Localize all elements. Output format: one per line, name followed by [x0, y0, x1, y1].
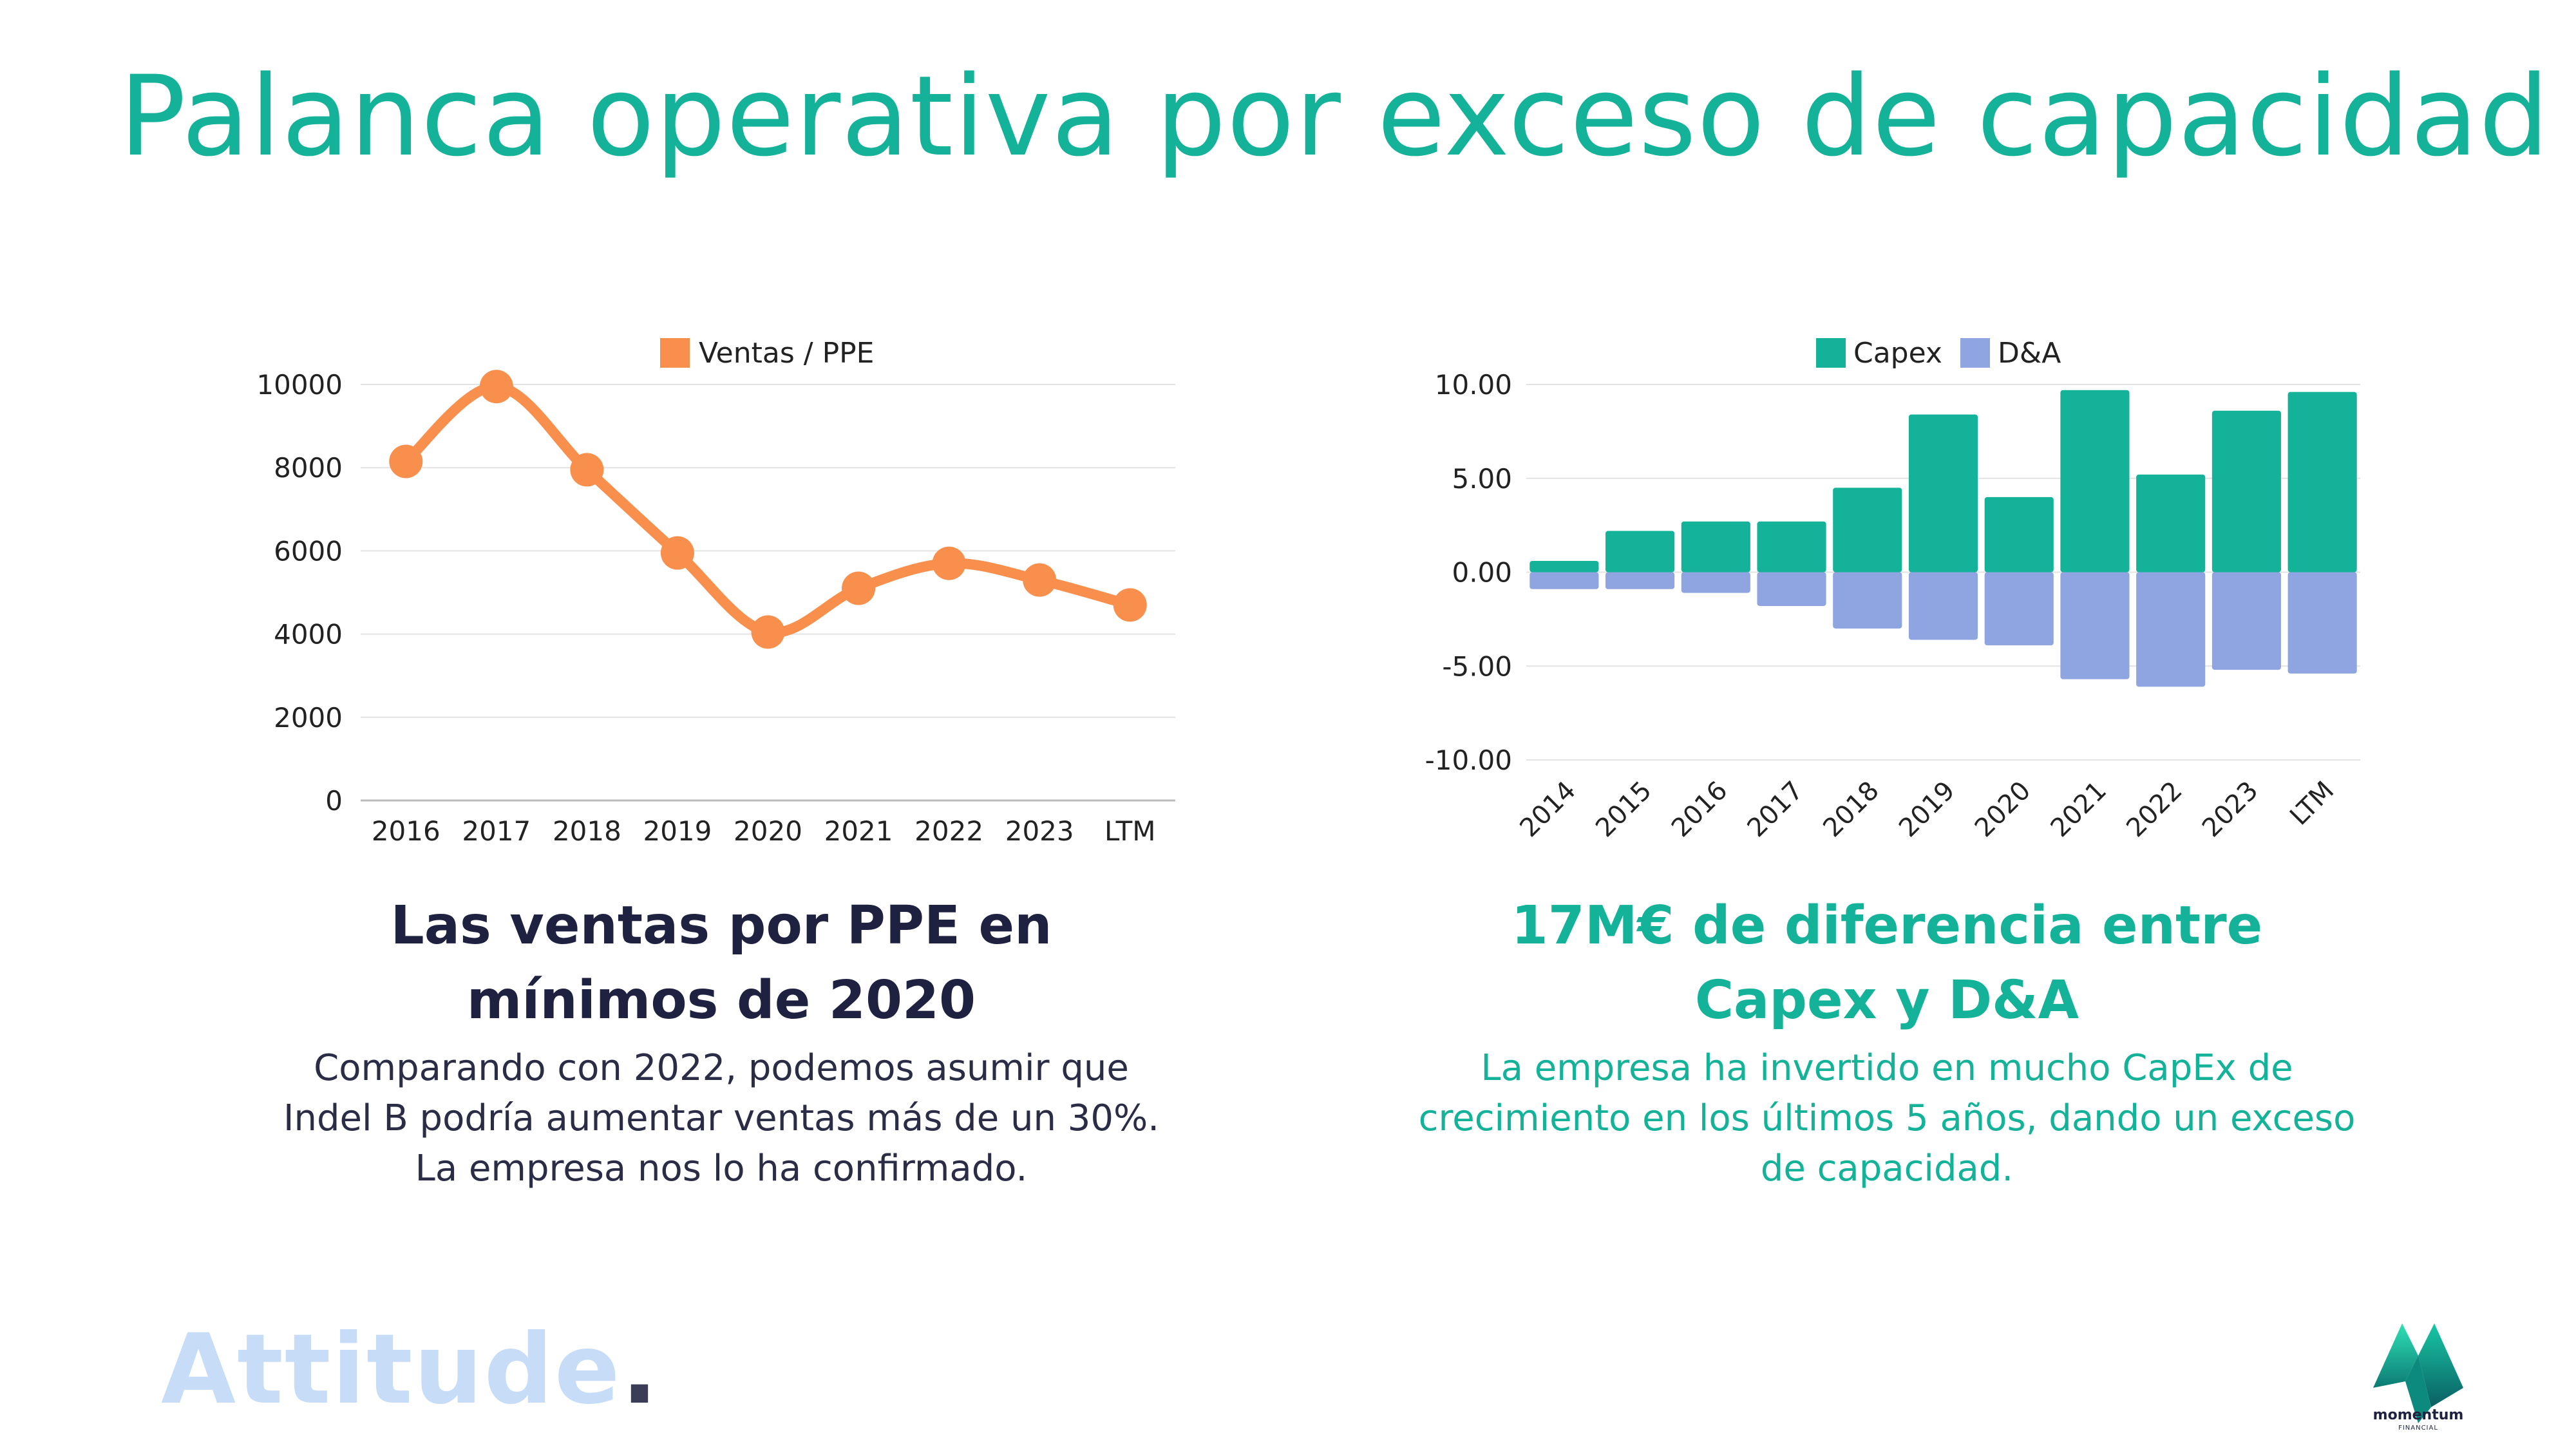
data-point [479, 370, 513, 404]
x-tick-label: 2022 [2121, 776, 2188, 844]
x-tick-label: 2020 [734, 815, 802, 847]
bar-capex [1530, 561, 1599, 573]
x-tick-label: 2020 [1969, 776, 2037, 844]
capex-da-bar-chart: -10.00 -5.00 0.00 5.00 10.00 2014 2015 2016 2017… [1425, 337, 2360, 844]
x-tick-label: 2016 [372, 815, 440, 847]
y-tick-label: -5.00 [1442, 650, 1512, 682]
x-tick-label: 2021 [824, 815, 893, 847]
y-tick-label: 8000 [274, 452, 343, 484]
legend-swatch-ventas-ppe [660, 338, 690, 368]
data-point [1113, 588, 1147, 622]
bar-da [1908, 572, 1978, 640]
y-tick-label: 10000 [256, 369, 343, 401]
y-tick-label: 4000 [274, 619, 343, 650]
right-heading: 17M€ de diferencia entre Capex y D&A [1511, 895, 2263, 1031]
y-tick-label: 2000 [274, 702, 343, 734]
data-point [660, 536, 694, 570]
y-tick-label: 0 [325, 785, 343, 817]
bar-da [2287, 572, 2357, 674]
bar-capex [1681, 521, 1750, 573]
left-heading: Las ventas por PPE en mínimos de 2020 [390, 895, 1052, 1031]
y-tick-label: -10.00 [1425, 744, 1512, 776]
data-point [842, 571, 876, 605]
x-tick-label: 2018 [1817, 776, 1885, 844]
x-tick-label: LTM [1104, 815, 1156, 847]
x-tick-label: 2021 [2045, 776, 2113, 844]
data-point [751, 615, 785, 649]
x-tick-label: 2023 [2197, 776, 2264, 844]
momentum-m-icon [2373, 1323, 2463, 1423]
bar-capex [2136, 474, 2206, 573]
legend-swatch-capex [1816, 338, 1846, 368]
attitude-logo: Attitude. [161, 1314, 659, 1426]
y-tick-label: 0.00 [1452, 557, 1512, 589]
bar-capex [1908, 414, 1978, 573]
legend-swatch-da [1960, 338, 1990, 368]
x-tick-label: 2014 [1514, 776, 1582, 844]
bar-capex [1605, 531, 1675, 573]
sales-ppe-line-chart: 0 2000 4000 6000 8000 10000 2016 2017 2018 2019 20… [256, 337, 1175, 847]
bar-capex [2060, 390, 2130, 573]
left-body: Comparando con 2022, podemos asumir que … [283, 1047, 1160, 1189]
bar-da [1833, 572, 1902, 629]
data-point [1023, 563, 1057, 597]
attitude-dot: . [621, 1314, 659, 1426]
x-tick-label: 2019 [643, 815, 712, 847]
y-tick-label: 6000 [274, 535, 343, 567]
bar-da [1530, 572, 1599, 589]
momentum-logo-text: momentum [2372, 1407, 2464, 1423]
page-title: Palanca operativa por exceso de capacida… [119, 52, 2550, 181]
bar-da [2136, 572, 2206, 687]
bar-da [2211, 572, 2281, 670]
right-body: La empresa ha invertido en mucho CapEx d… [1418, 1047, 2356, 1189]
data-point [932, 546, 966, 580]
x-tick-label: 2016 [1666, 776, 1734, 844]
bar-capex [1757, 521, 1826, 573]
x-tick-label: 2017 [1742, 776, 1810, 844]
bar-capex [2211, 410, 2281, 573]
series-line-ventas-ppe [401, 381, 1135, 638]
x-tick-label: 2018 [553, 815, 621, 847]
x-tick-label: 2022 [914, 815, 983, 847]
x-tick-label: 2023 [1005, 815, 1074, 847]
bar-capex [1833, 488, 1902, 573]
y-tick-label: 10.00 [1435, 369, 1512, 401]
bar-da [1681, 572, 1750, 593]
x-tick-label: 2015 [1590, 776, 1658, 844]
bar-capex [1984, 497, 2054, 573]
legend-label-capex: Capex [1853, 337, 1942, 370]
x-tick-label: 2017 [462, 815, 531, 847]
bar-da [2060, 572, 2130, 679]
left-caption: Las ventas por PPE en mínimos de 2020 Co… [270, 889, 1172, 1194]
bar-da [1984, 572, 2054, 646]
x-tick-label: 2019 [1893, 776, 1961, 844]
y-tick-label: 5.00 [1452, 463, 1512, 495]
legend-label-da: D&A [1998, 337, 2061, 370]
attitude-word: Attitude [161, 1314, 621, 1426]
bar-da [1757, 572, 1826, 606]
data-point [389, 444, 423, 478]
right-caption: 17M€ de diferencia entre Capex y D&A La … [1417, 889, 2357, 1194]
legend-label-ventas-ppe: Ventas / PPE [699, 337, 874, 370]
momentum-logo-sub: FINANCIAL [2398, 1425, 2438, 1432]
bar-capex [2287, 392, 2357, 573]
x-tick-label: LTM [2284, 776, 2340, 831]
data-point [570, 453, 604, 487]
bar-da [1605, 572, 1675, 589]
